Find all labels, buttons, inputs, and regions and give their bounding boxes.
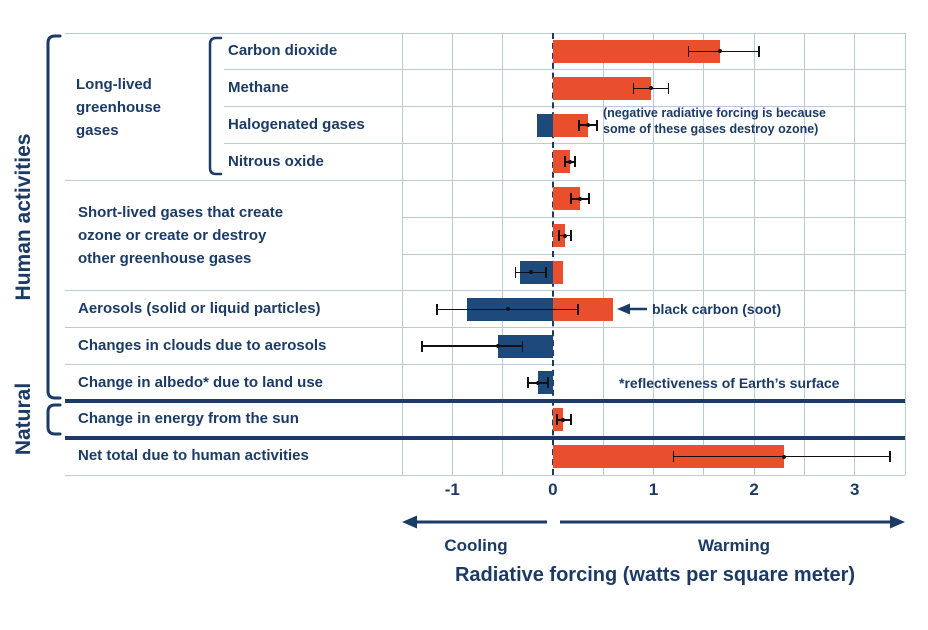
x-axis-title: Radiative forcing (watts per square mete… [454,564,856,586]
error-bar-cap [564,156,566,168]
error-bar-center [568,159,572,164]
row-label: Nitrous oxide [228,152,324,170]
gridline-horizontal [65,290,905,292]
row-label: Aerosols (solid or liquid particles) [78,299,321,317]
gridline-horizontal [224,69,905,71]
gridline-horizontal [224,143,905,144]
error-bar-center [495,344,500,349]
x-tick-label: -1 [444,480,460,499]
x-tick-label: 0 [548,480,558,499]
short-lived-group-label: Short-lived gases that create ozone or c… [78,201,283,270]
bar-warming [552,445,785,469]
error-bar-center [560,417,565,422]
error-bar-cap [687,45,690,57]
error-bar-cap [570,414,572,426]
bar-warming [552,39,720,63]
error-bar-center [586,123,591,128]
group-label-line: other greenhouse gases [78,250,252,267]
x-tick-label: 2 [749,480,759,499]
group-label-line: greenhouse [76,99,162,116]
group-label-line: gases [76,122,119,139]
human-activities-label: Human activities [12,133,35,301]
error-bar-center [505,307,510,312]
bar-warming [552,150,570,174]
error-bar-line [688,50,760,53]
row-label: Carbon dioxide [228,42,338,59]
error-bar-center [528,270,533,275]
bar-warming [552,260,563,284]
gridline-horizontal [65,474,905,476]
error-bar-cap [578,119,580,131]
gridline-horizontal [65,179,905,181]
halogenated-note: (negative radiative forcing is because s… [603,106,826,137]
zero-line [551,33,554,475]
error-bar-line [673,455,890,458]
bar-warming [552,187,581,211]
group-label-line: ozone or create or destroy [78,227,267,244]
bar-warming [552,76,652,100]
error-bar-cap [514,266,517,278]
error-bar-cap [570,230,572,242]
row-label: Methane [228,78,289,96]
error-bar-cap [574,156,576,168]
row-label: Changes in clouds due to aerosols [78,336,327,354]
bar-cooling [536,113,553,137]
error-bar-cap [758,45,760,57]
error-bar-cap [558,230,560,242]
error-bar-center [782,454,787,459]
error-bar-cap [545,266,547,278]
halogenated-note-line: some of these gases destroy ozone) [603,121,819,136]
error-bar-cap [577,303,579,315]
error-bar-cap [596,119,598,131]
error-bar-cap [436,303,438,315]
warming-label: Warming [697,536,771,555]
gridline-horizontal [402,253,905,255]
row-label: Change in albedo* due to land use [78,373,324,391]
gridline-horizontal [65,327,905,329]
error-bar-cap [588,193,590,205]
group-label-line: Short-lived gases that create [78,204,284,221]
group-divider [65,399,905,404]
bar-warming [552,297,614,321]
cooling-label: Cooling [444,536,508,555]
row-label: Change in energy from the sun [78,410,299,428]
error-bar-cap [556,414,558,426]
error-bar-cap [547,377,549,389]
halogenated-note-line: (negative radiative forcing is because [603,106,826,120]
natural-label: Natural [12,382,35,456]
albedo-note: *reflectiveness of Earth’s surface [619,375,840,391]
x-tick-label: 3 [849,480,860,499]
gridline-vertical [904,33,906,475]
error-bar-cap [889,451,891,463]
error-bar-center [649,86,654,91]
x-tick-label: 1 [648,480,659,499]
gridline-horizontal [65,364,905,365]
group-divider [65,436,905,441]
error-bar-cap [672,451,675,463]
gridline-horizontal [65,32,905,34]
error-bar-cap [667,82,670,94]
bar-warming [552,113,589,137]
row-label: Halogenated gases [228,115,365,133]
black-carbon-label: black carbon (soot) [652,301,782,317]
long-lived-group-label: Long-lived greenhouse gases [76,73,161,142]
bar-cooling [497,334,553,358]
gridline-horizontal [402,216,905,218]
error-bar-cap [632,82,635,94]
row-label: Net total due to human activities [78,447,309,465]
error-bar-cap [570,193,572,205]
error-bar-cap [421,340,423,352]
error-bar-center [562,233,567,238]
error-bar-center [535,380,540,385]
group-label-line: Long-lived [76,76,152,93]
error-bar-cap [521,340,524,352]
error-bar-cap [527,377,529,389]
error-bar-line [422,345,523,347]
error-bar-center [578,196,583,201]
gridline-horizontal [224,106,905,108]
error-bar-center [717,49,722,54]
